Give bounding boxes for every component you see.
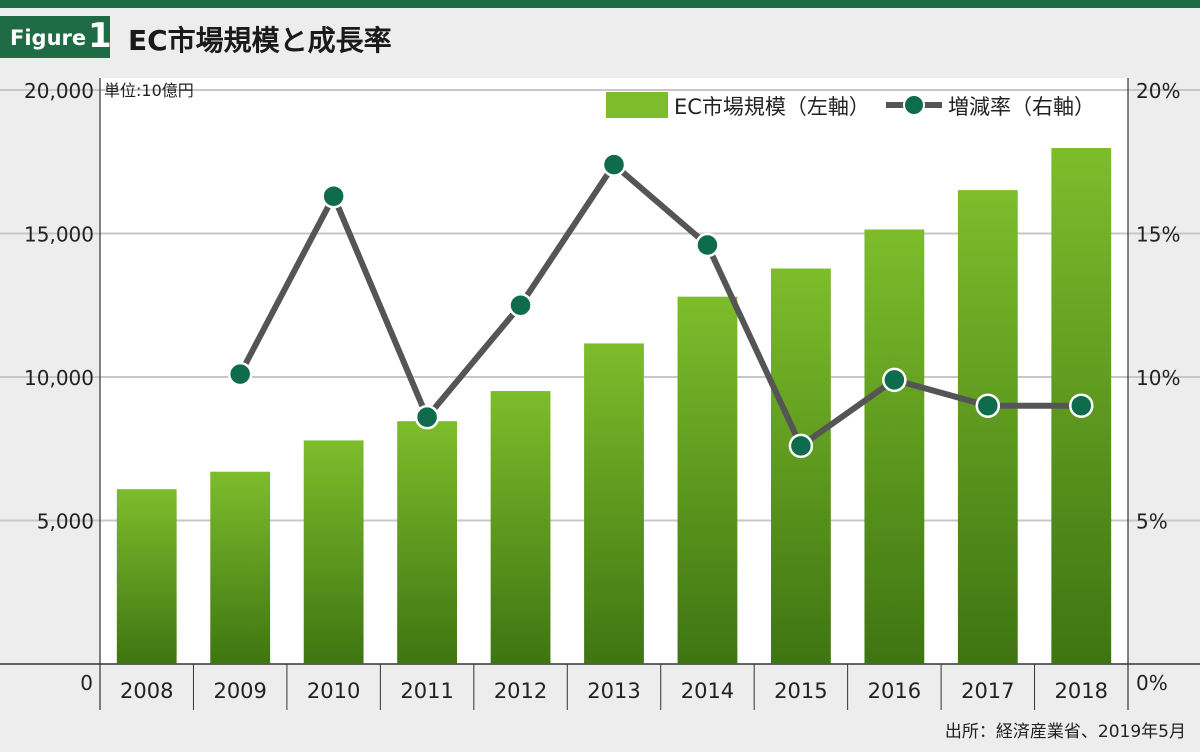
growth-rate-point-2013 (601, 152, 627, 177)
growth-rate-point-2010 (321, 183, 346, 209)
top-accent-bar (0, 0, 1200, 8)
chart-title: EC市場規模と成長率 (128, 24, 392, 57)
source-note: 出所：経済産業省、2019年5月 (944, 722, 1186, 742)
bar-2014 (677, 296, 738, 664)
x-tick-label-2017: 2017 (961, 679, 1014, 703)
x-tick-label-2008: 2008 (120, 679, 173, 703)
growth-rate-point-2016 (882, 367, 907, 393)
bar-2012 (490, 391, 551, 664)
y-left-tick-label: 0 (80, 671, 93, 695)
bar-2017 (957, 190, 1018, 664)
combo-chart: 0 5,000 10,000 15,000 20,000 0% 5% 10% 15% 20% 200… (0, 78, 1200, 710)
growth-rate-point-2009 (227, 361, 253, 387)
bar-2013 (584, 343, 644, 664)
bar-2008 (116, 489, 177, 664)
legend-line-label: 増減率（右軸） (948, 95, 1095, 119)
growth-rate-line (237, 161, 1082, 449)
x-tick-label-2014: 2014 (681, 679, 734, 703)
x-tick-label-2011: 2011 (400, 679, 453, 703)
y-right-tick-label: 20% (1136, 79, 1180, 103)
y-left-tick-label: 20,000 (24, 79, 94, 103)
figure-badge-number: 1 (88, 16, 112, 56)
bar-2011 (397, 421, 457, 664)
chart-panel: 0 5,000 10,000 15,000 20,000 0% 5% 10% 15% 20% 200… (0, 62, 1200, 752)
growth-rate-point-2015 (788, 433, 814, 459)
unit-note: 単位:10億円 (104, 81, 194, 100)
x-tick-label-2013: 2013 (587, 679, 640, 703)
y-left-tick-label: 15,000 (24, 223, 94, 247)
x-tick-label-2015: 2015 (774, 679, 827, 703)
y-left-tick-label: 5,000 (37, 510, 94, 534)
bar-2009 (210, 471, 271, 664)
y-right-tick-label: 0% (1136, 671, 1168, 695)
y-right-tick-label: 15% (1136, 223, 1180, 247)
x-tick-label-2018: 2018 (1055, 679, 1108, 703)
bar-2016 (864, 229, 925, 664)
y-right-tick-label: 5% (1136, 510, 1168, 534)
figure-header: Figure 1 EC市場規模と成長率 (0, 8, 1200, 60)
growth-rate-point-2011 (414, 404, 440, 430)
growth-rate-point-2018 (1069, 393, 1094, 418)
bar-2015 (771, 268, 831, 664)
bar-2010 (303, 440, 364, 664)
figure-badge: Figure 1 (0, 16, 112, 58)
growth-rate-point-2012 (508, 293, 533, 318)
legend-bar-label: EC市場規模（左軸） (674, 95, 870, 119)
x-tick-label-2009: 2009 (213, 679, 266, 703)
x-tick-label-2016: 2016 (868, 679, 921, 703)
legend-bar-swatch (606, 92, 668, 118)
figure-badge-word: Figure (10, 26, 87, 50)
y-right-tick-label: 10% (1136, 366, 1180, 390)
x-tick-label-2012: 2012 (494, 679, 547, 703)
x-tick-label-2010: 2010 (307, 679, 360, 703)
legend-line-marker (903, 94, 925, 116)
growth-rate-point-2014 (695, 232, 720, 258)
y-left-tick-label: 10,000 (24, 366, 94, 390)
growth-rate-point-2017 (975, 393, 1001, 418)
